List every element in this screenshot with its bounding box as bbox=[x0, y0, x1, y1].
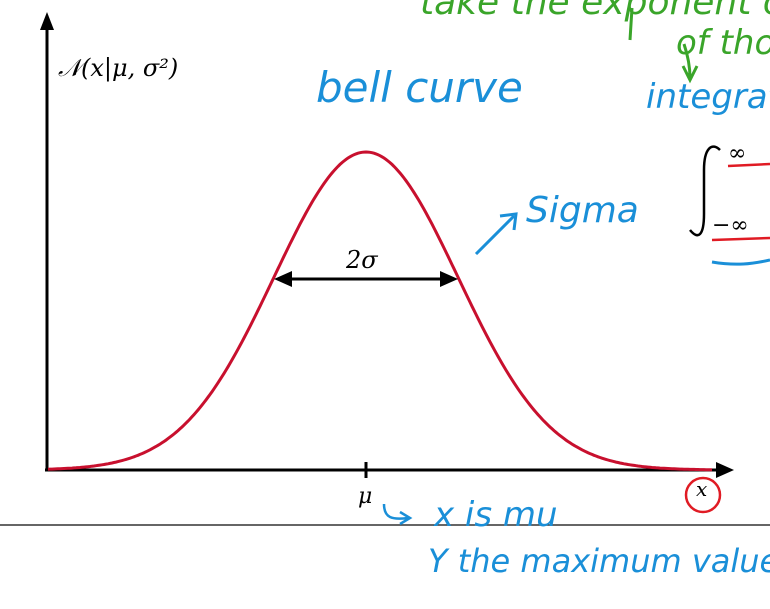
top-green-note-line2: of tho bbox=[676, 23, 770, 63]
top-green-note-line1: take the exponent of bbox=[420, 0, 770, 23]
hook-arrow bbox=[382, 503, 413, 526]
y-axis-arrowhead bbox=[40, 12, 54, 30]
sigma-arrow-right bbox=[440, 271, 458, 287]
x-axis-label: x bbox=[696, 477, 707, 501]
x-circle-annotation bbox=[684, 476, 722, 514]
integral-red-underline-top bbox=[727, 162, 770, 168]
integral-lower-limit: −∞ bbox=[712, 213, 749, 238]
sigma-arrow-left bbox=[274, 271, 292, 287]
y-axis-label: 𝒩(x|μ, σ²) bbox=[58, 54, 178, 83]
green-arrow-down bbox=[681, 43, 699, 84]
integral-upper-limit: ∞ bbox=[728, 141, 746, 166]
x-axis-arrowhead bbox=[716, 462, 734, 478]
sigma-note: Sigma bbox=[526, 190, 639, 231]
integral-sign bbox=[689, 145, 721, 237]
width-label: 2σ bbox=[345, 246, 378, 274]
mu-label: μ bbox=[358, 484, 372, 509]
x-is-mu-note: x is mu bbox=[433, 495, 558, 535]
green-arrow-stem bbox=[628, 7, 634, 41]
bell-curve-note: bell curve bbox=[316, 63, 523, 112]
integral-red-underline-bottom bbox=[711, 236, 770, 242]
gaussian-curve bbox=[47, 150, 712, 472]
integral-note: integrat bbox=[646, 77, 770, 117]
integral-blue-underline bbox=[711, 258, 770, 266]
y-max-note: Y the maximum value bbox=[428, 542, 770, 580]
sigma-note-arrow bbox=[474, 212, 518, 256]
